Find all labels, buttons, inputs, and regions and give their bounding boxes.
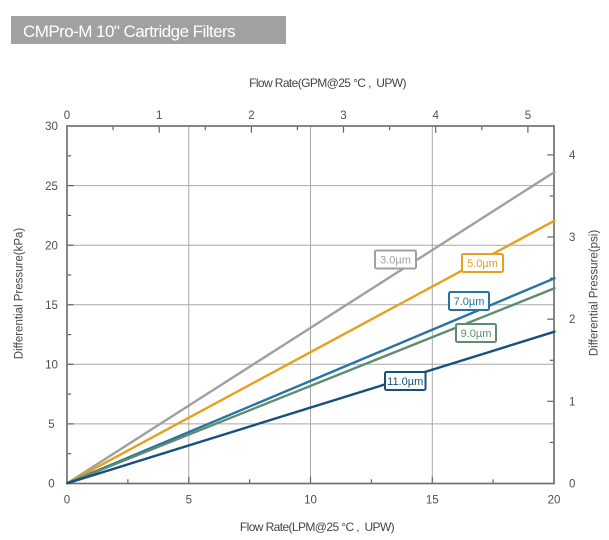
svg-text:15: 15 <box>426 495 439 507</box>
svg-text:30: 30 <box>45 121 58 133</box>
svg-text:CMPro-M 10" Cartridge Filters: CMPro-M 10" Cartridge Filters <box>23 22 235 41</box>
svg-text:1: 1 <box>569 396 575 408</box>
svg-text:4: 4 <box>569 150 576 162</box>
svg-text:3: 3 <box>569 232 575 244</box>
svg-text:20: 20 <box>548 495 561 507</box>
svg-text:7.0µm: 7.0µm <box>454 296 485 308</box>
svg-text:Flow Rate(GPM@25 °C , UPW): Flow Rate(GPM@25 °C , UPW) <box>249 76 406 90</box>
svg-text:3: 3 <box>340 110 346 122</box>
svg-text:0: 0 <box>64 110 70 122</box>
svg-text:Differential Pressure(psi): Differential Pressure(psi) <box>589 230 601 357</box>
svg-text:0: 0 <box>48 479 54 491</box>
svg-text:3.0µm: 3.0µm <box>380 255 411 267</box>
svg-text:5: 5 <box>186 495 192 507</box>
svg-text:Differential Pressure(kPa): Differential Pressure(kPa) <box>14 228 26 360</box>
svg-text:Flow Rate(LPM@25 °C , UPW): Flow Rate(LPM@25 °C , UPW) <box>240 520 395 534</box>
svg-text:1: 1 <box>156 110 162 122</box>
svg-text:5: 5 <box>48 419 54 431</box>
svg-text:15: 15 <box>45 300 58 312</box>
svg-text:2: 2 <box>569 314 575 326</box>
svg-text:0: 0 <box>569 479 575 491</box>
svg-text:9.0µm: 9.0µm <box>461 328 492 340</box>
svg-text:5: 5 <box>525 110 531 122</box>
svg-text:11.0µm: 11.0µm <box>387 376 423 388</box>
svg-text:0: 0 <box>64 495 70 507</box>
svg-text:10: 10 <box>45 360 58 372</box>
svg-text:25: 25 <box>45 181 58 193</box>
svg-text:4: 4 <box>432 110 439 122</box>
svg-text:5.0µm: 5.0µm <box>467 258 498 270</box>
svg-text:20: 20 <box>45 240 58 252</box>
svg-text:10: 10 <box>304 495 317 507</box>
svg-text:2: 2 <box>248 110 254 122</box>
